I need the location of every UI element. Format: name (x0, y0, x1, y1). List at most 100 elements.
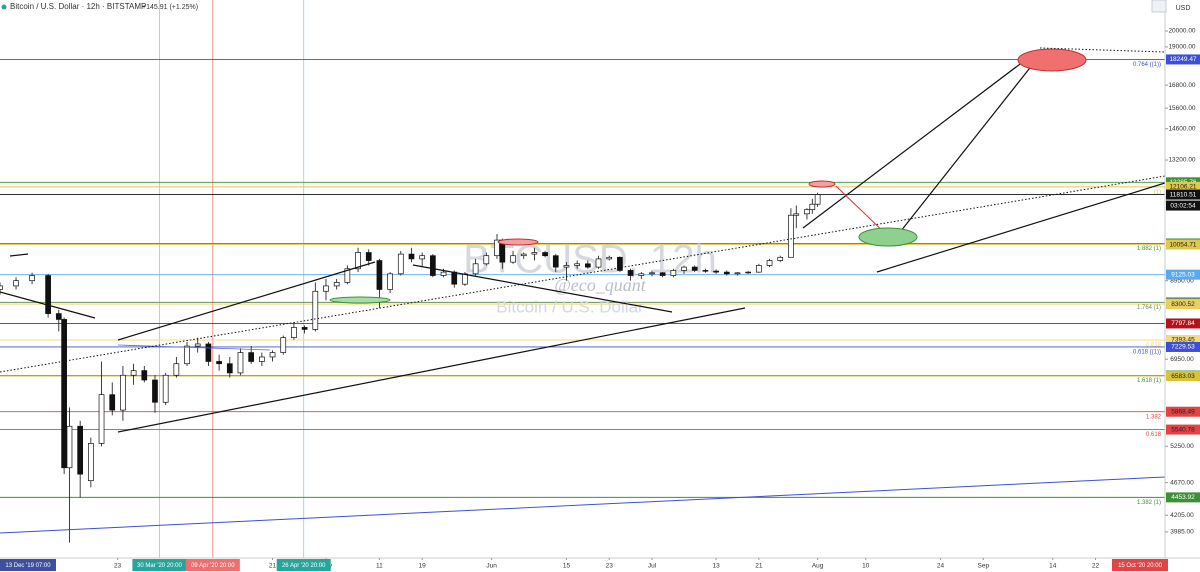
status-dot (1, 4, 7, 10)
candle-body (670, 270, 677, 276)
time-marker-label: 30 Mar '20 20:00 (137, 563, 183, 569)
x-tick-label: 15 (563, 563, 571, 570)
time-marker-label: 26 Apr '20 20:00 (282, 563, 326, 569)
level-label-box (1166, 335, 1200, 346)
x-tick-label: 23 (606, 563, 614, 570)
time-marker-box (185, 559, 240, 571)
x-tick-label: 19 (419, 563, 427, 570)
candle-body (109, 394, 116, 411)
y-tick-label: 19000.00 (1168, 44, 1195, 51)
trend-line (9, 253, 29, 257)
candle-body (804, 209, 810, 215)
level-label: 10054.71 (1169, 241, 1196, 248)
candle-body (248, 352, 255, 362)
x-tick-label: Sep (978, 563, 990, 570)
fib-label: 1.882 (1) (1137, 246, 1161, 252)
candle-body (205, 343, 212, 362)
fib-label: (1) (1154, 189, 1161, 195)
candle-body (756, 265, 762, 273)
candle-body (777, 256, 784, 261)
candle-body (312, 290, 319, 330)
highlight-ellipse (329, 296, 391, 304)
candles (0, 192, 821, 543)
candle-body (269, 352, 276, 358)
y-tick-label: 6950.00 (1170, 356, 1194, 363)
countdown: 03:02:54 (1170, 202, 1196, 209)
candle-body (510, 255, 516, 263)
trend-line (0, 291, 96, 319)
candle-body (440, 271, 447, 276)
candle-body (87, 443, 94, 482)
candle-body (681, 266, 687, 271)
candle-body (280, 337, 287, 353)
fib-label: 1.382 (1146, 414, 1162, 420)
level-label: 6583.03 (1171, 373, 1195, 380)
fib-label: 0.618 (1146, 432, 1162, 438)
y-tick-label: 3985.00 (1170, 529, 1194, 536)
level-label-box (1166, 492, 1200, 503)
candle-body (788, 214, 794, 258)
candle-body (45, 275, 51, 314)
level-label: 12106.21 (1169, 184, 1196, 191)
y-tick-label: 13200.00 (1168, 157, 1195, 164)
dotted-line (0, 175, 1166, 373)
candle-body (55, 313, 62, 320)
candle-body (793, 213, 800, 216)
candle-body (141, 370, 148, 381)
candle-body (61, 319, 67, 469)
x-tick-label: 24 (937, 563, 945, 570)
range-label-box (0, 559, 56, 571)
candle-body (574, 263, 581, 266)
level-label: 18249.47 (1169, 56, 1196, 63)
candle-body (173, 363, 180, 376)
y-tick-label: 14600.00 (1168, 125, 1195, 132)
candle-body (430, 255, 436, 276)
candle-body (355, 252, 361, 270)
x-tick-label: 22 (1092, 563, 1100, 570)
level-label-box (1166, 181, 1200, 192)
x-tick-label: 21 (755, 563, 763, 570)
x-tick-label: Jun (486, 563, 497, 570)
fib-label: 0.618 (1146, 343, 1162, 349)
settings-button[interactable] (1151, 0, 1167, 13)
candle-body (766, 260, 773, 266)
candle-body (226, 363, 233, 374)
y-tick-label: 8950.00 (1170, 277, 1194, 284)
level-label: 9125.03 (1171, 271, 1195, 278)
trend-line (876, 182, 1166, 273)
y-tick-label: 4205.00 (1170, 512, 1194, 519)
candle-body (595, 258, 602, 268)
candle-body (130, 370, 137, 376)
trend-line (892, 63, 1034, 242)
candle-body (237, 352, 244, 374)
candle-body (387, 273, 393, 290)
trend-line (117, 344, 271, 351)
level-label-box (1166, 341, 1200, 352)
y-tick-label: 15600.00 (1168, 105, 1195, 112)
y-tick-label: 4670.00 (1170, 479, 1194, 486)
candle-body (216, 361, 222, 365)
candle-body (29, 275, 35, 282)
time-marker-box (276, 559, 331, 571)
currency-label: USD (1176, 5, 1191, 12)
x-tick-label: 11 (376, 563, 383, 570)
range-label: 15 Oct '20 20:00 (1118, 563, 1163, 569)
level-label: 5540.78 (1171, 426, 1195, 433)
candle-body (120, 374, 126, 411)
level-label-box (1166, 406, 1200, 417)
candle-body (617, 256, 623, 271)
level-label-box (1166, 239, 1200, 250)
candle-body (745, 271, 752, 274)
candle-body (323, 285, 329, 292)
highlight-ellipse (808, 180, 836, 188)
candle-body (638, 273, 645, 276)
candle-body (184, 345, 190, 365)
fib-label: 1.382 (1) (1137, 500, 1161, 506)
level-label-box (1166, 371, 1200, 382)
y-tick-label: 5250.00 (1170, 443, 1194, 450)
candle-body (397, 253, 404, 275)
level-label: 5868.49 (1171, 408, 1195, 415)
countdown-box (1166, 200, 1200, 211)
candle-body (376, 260, 383, 290)
